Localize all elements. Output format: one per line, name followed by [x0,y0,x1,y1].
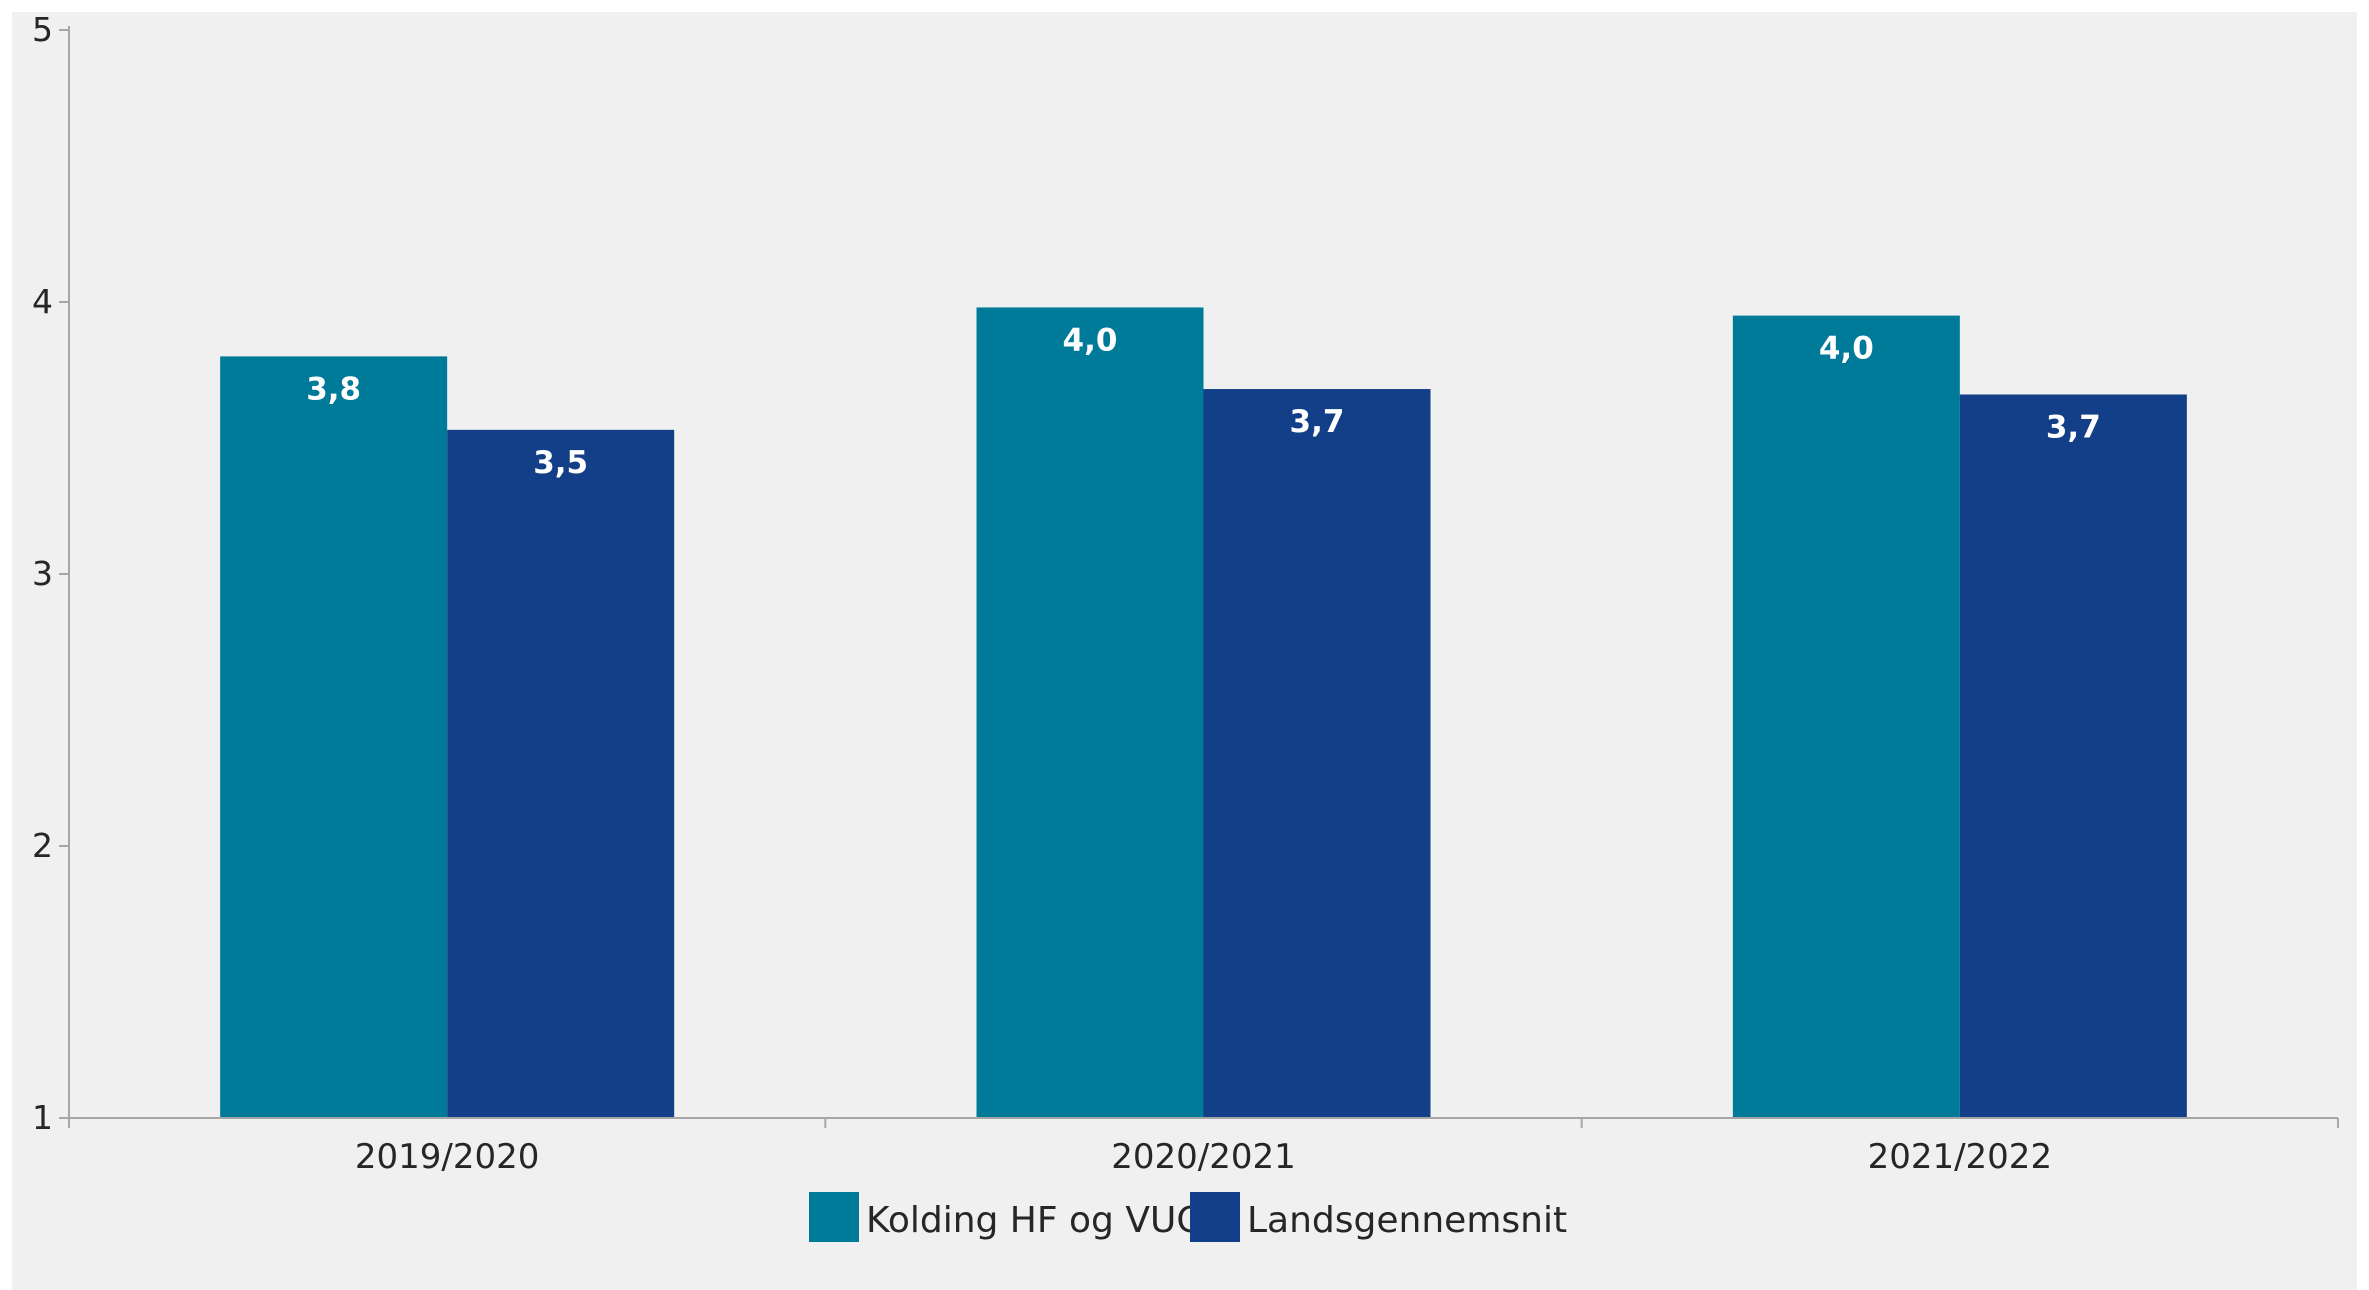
legend-swatch-kolding [809,1192,859,1242]
bar-kolding [220,356,448,1118]
bar-chart: 1 2 3 4 5 3,8 3,5 4,0 3,7 4,0 3,7 2019/2020 2020/2… [32,12,2339,1242]
data-label: 3,7 [1290,404,1345,440]
bar-kolding [1732,315,1960,1119]
y-axis: 1 2 3 4 5 [32,12,70,1137]
y-tick-label: 3 [32,554,53,593]
y-tick-label: 2 [32,826,53,865]
bar-landsgennemsnit [1959,394,2187,1119]
y-tick-label: 4 [32,282,53,321]
y-tick-label: 5 [32,12,53,49]
legend-swatch-landsgennemsnit [1190,1192,1240,1242]
x-category-label: 2020/2021 [1111,1137,1296,1177]
data-label: 3,8 [306,371,361,407]
x-category-label: 2021/2022 [1868,1137,2053,1177]
chart-panel: 1 2 3 4 5 3,8 3,5 4,0 3,7 4,0 3,7 2019/2020 2020/2… [12,12,2357,1290]
data-label: 3,5 [533,445,588,481]
legend: Kolding HF og VUC Landsgennemsnit [809,1192,1567,1242]
data-label: 4,0 [1063,322,1118,358]
x-category-label: 2019/2020 [355,1137,540,1177]
data-label: 3,7 [2046,409,2101,445]
bars: 3,8 3,5 4,0 3,7 4,0 3,7 [220,307,2187,1119]
x-axis: 2019/2020 2020/2021 2021/2022 [68,1117,2339,1177]
bar-kolding [976,307,1204,1118]
legend-label-kolding: Kolding HF og VUC [866,1200,1201,1241]
bar-landsgennemsnit [447,429,675,1119]
legend-label-landsgennemsnit: Landsgennemsnit [1247,1200,1567,1241]
bar-landsgennemsnit [1203,389,1431,1118]
y-tick-label: 1 [32,1098,53,1137]
data-label: 4,0 [1819,331,1874,367]
